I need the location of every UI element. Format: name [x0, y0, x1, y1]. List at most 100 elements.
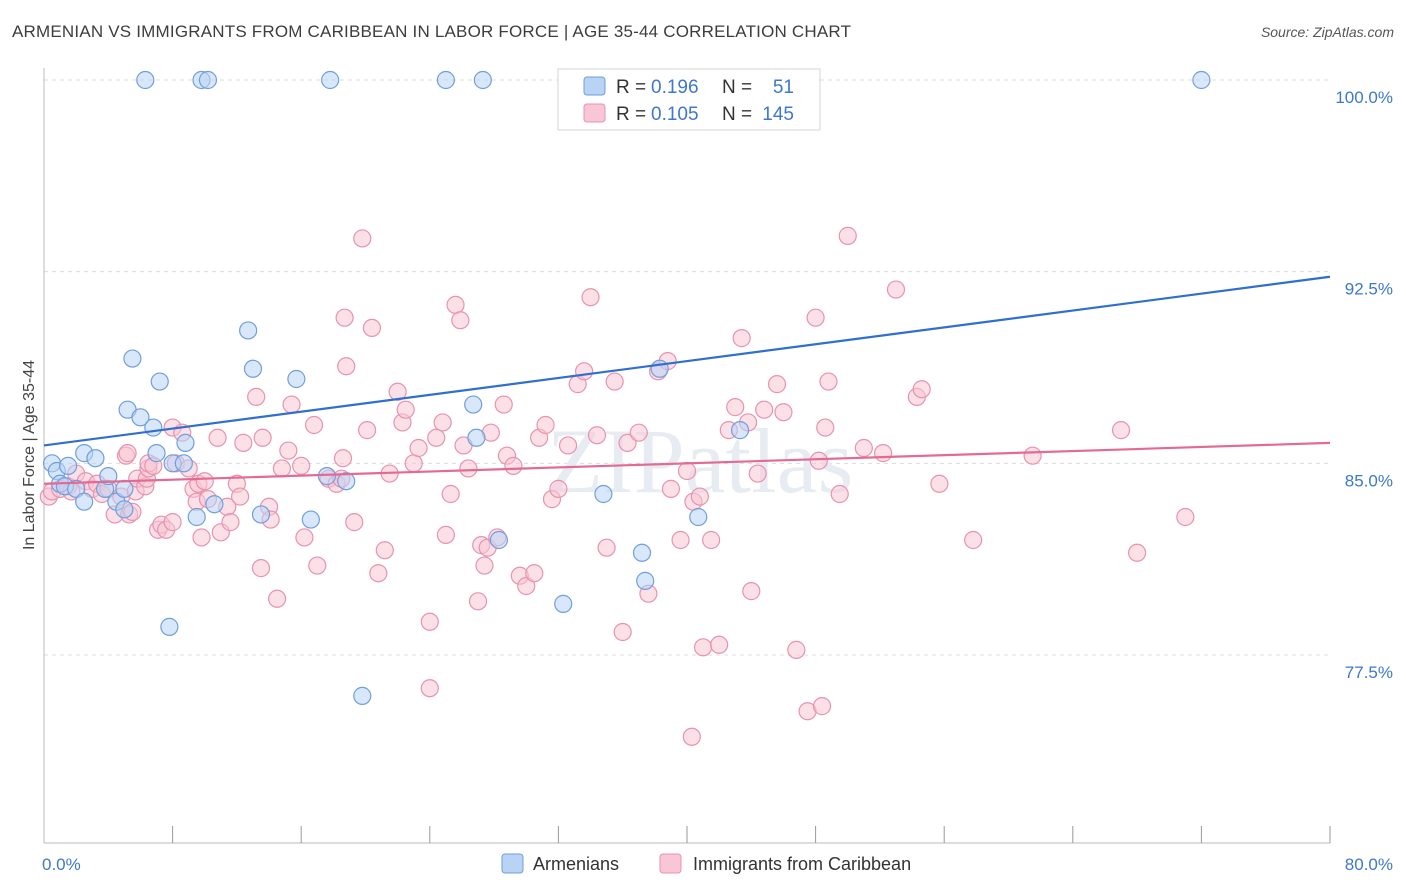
- caribbean-point-81: [441, 484, 460, 504]
- chart-source: Source: ZipAtlas.com: [1260, 24, 1394, 40]
- legend-swatch-pink: [583, 103, 606, 123]
- y-tick-label-1: 85.0%: [1345, 471, 1393, 490]
- caribbean-point-68: [369, 564, 388, 583]
- caribbean-point-80: [436, 525, 455, 544]
- caribbean-point-120: [693, 638, 713, 657]
- caribbean-point-67: [362, 318, 382, 337]
- armenian-point-35: [321, 70, 340, 90]
- caribbean-point-125: [732, 329, 751, 348]
- legend-box: R = 0.196 N = 51 R = 0.105 N = 145: [557, 68, 821, 131]
- caribbean-point-136: [812, 697, 832, 716]
- caribbean-point-94: [504, 456, 523, 475]
- caribbean-point-62: [335, 308, 354, 327]
- caribbean-point-64: [345, 513, 364, 532]
- armenian-point-13: [115, 479, 134, 498]
- caribbean-point-83: [451, 311, 470, 330]
- caribbean-point-85: [459, 459, 478, 478]
- armenian-point-18: [144, 418, 163, 437]
- legend-r-label-1: R =: [616, 77, 646, 98]
- armenian-point-29: [239, 321, 258, 340]
- legend-r-value-2: 0.105: [651, 104, 699, 125]
- caribbean-point-106: [587, 426, 607, 445]
- caribbean-point-88: [475, 556, 494, 575]
- caribbean-point-57: [308, 556, 327, 575]
- armenian-point-6: [75, 492, 94, 511]
- caribbean-point-61: [333, 449, 353, 468]
- armenian-point-37: [353, 686, 372, 705]
- armenian-point-27: [198, 70, 218, 90]
- armenian-point-48: [689, 507, 708, 527]
- caribbean-point-121: [702, 530, 721, 550]
- caribbean-point-56: [304, 415, 324, 435]
- legend-r-value-1: 0.196: [651, 77, 699, 98]
- series-armenians: [42, 70, 1211, 705]
- caribbean-point-36: [195, 472, 214, 491]
- caribbean-point-105: [581, 288, 600, 307]
- armenian-point-40: [467, 428, 486, 447]
- caribbean-point-124: [726, 398, 745, 417]
- caribbean-point-75: [409, 438, 428, 458]
- trend-line-caribbean: [43, 441, 1331, 485]
- caribbean-point-130: [767, 375, 787, 394]
- armenian-point-10: [99, 467, 118, 486]
- caribbean-point-54: [292, 456, 311, 475]
- caribbean-point-134: [806, 308, 825, 327]
- caribbean-point-146: [930, 474, 949, 493]
- caribbean-point-139: [830, 484, 849, 504]
- armenian-point-50: [1192, 70, 1211, 90]
- armenian-point-42: [489, 530, 509, 550]
- caribbean-point-55: [295, 528, 314, 547]
- y-tick-label-0: 77.5%: [1345, 663, 1393, 682]
- caribbean-point-78: [427, 428, 446, 447]
- armenian-point-8: [86, 449, 105, 468]
- caribbean-point-119: [690, 487, 709, 506]
- grid-lines: [44, 79, 1330, 656]
- caribbean-point-102: [558, 436, 578, 455]
- caribbean-point-107: [597, 538, 616, 557]
- caribbean-point-117: [677, 461, 697, 481]
- caribbean-point-149: [1111, 421, 1131, 440]
- armenian-point-32: [287, 369, 306, 389]
- armenian-point-21: [160, 617, 179, 636]
- caribbean-point-150: [1127, 543, 1147, 562]
- caribbean-point-82: [446, 295, 465, 314]
- chart-title: ARMENIAN VS IMMIGRANTS FROM CARIBBEAN IN…: [12, 22, 852, 41]
- caribbean-point-74: [404, 454, 423, 473]
- caribbean-point-148: [1023, 446, 1042, 465]
- caribbean-point-108: [605, 372, 624, 391]
- armenian-point-25: [187, 507, 206, 527]
- caribbean-point-65: [353, 229, 372, 248]
- armenian-point-34: [317, 467, 337, 486]
- armenian-point-4: [59, 456, 78, 475]
- caribbean-point-142: [874, 444, 893, 463]
- x-tick-label-1: 80.0%: [1345, 855, 1393, 874]
- armenian-point-41: [473, 70, 492, 90]
- caribbean-point-145: [912, 380, 931, 399]
- caribbean-point-50: [267, 589, 287, 608]
- legend-n-value-2: 145: [762, 104, 794, 125]
- legend-n-value-1: 51: [773, 77, 794, 98]
- caribbean-point-152: [682, 727, 701, 746]
- caribbean-point-66: [358, 421, 377, 440]
- legend-n-label-1: N =: [722, 77, 752, 98]
- caribbean-point-53: [282, 395, 301, 414]
- y-tick-label-3: 100.0%: [1335, 88, 1393, 107]
- bottom-legend-label-caribbean: Immigrants from Caribbean: [693, 854, 911, 874]
- armenian-point-39: [464, 395, 483, 414]
- legend-swatch-blue: [583, 76, 606, 96]
- caribbean-point-138: [819, 372, 838, 391]
- caribbean-point-137: [816, 418, 835, 437]
- armenian-point-17: [136, 70, 155, 90]
- armenian-point-49: [730, 421, 750, 440]
- caribbean-point-86: [468, 592, 488, 611]
- caribbean-point-41: [221, 513, 240, 532]
- caribbean-point-92: [494, 395, 513, 414]
- armenian-point-33: [301, 510, 320, 529]
- armenian-point-36: [337, 472, 356, 491]
- caribbean-point-151: [1176, 507, 1195, 527]
- caribbean-point-140: [838, 226, 857, 245]
- armenian-point-38: [436, 70, 455, 90]
- armenian-point-44: [594, 484, 613, 504]
- legend-n-label-2: N =: [722, 104, 752, 125]
- caribbean-point-135: [809, 451, 828, 470]
